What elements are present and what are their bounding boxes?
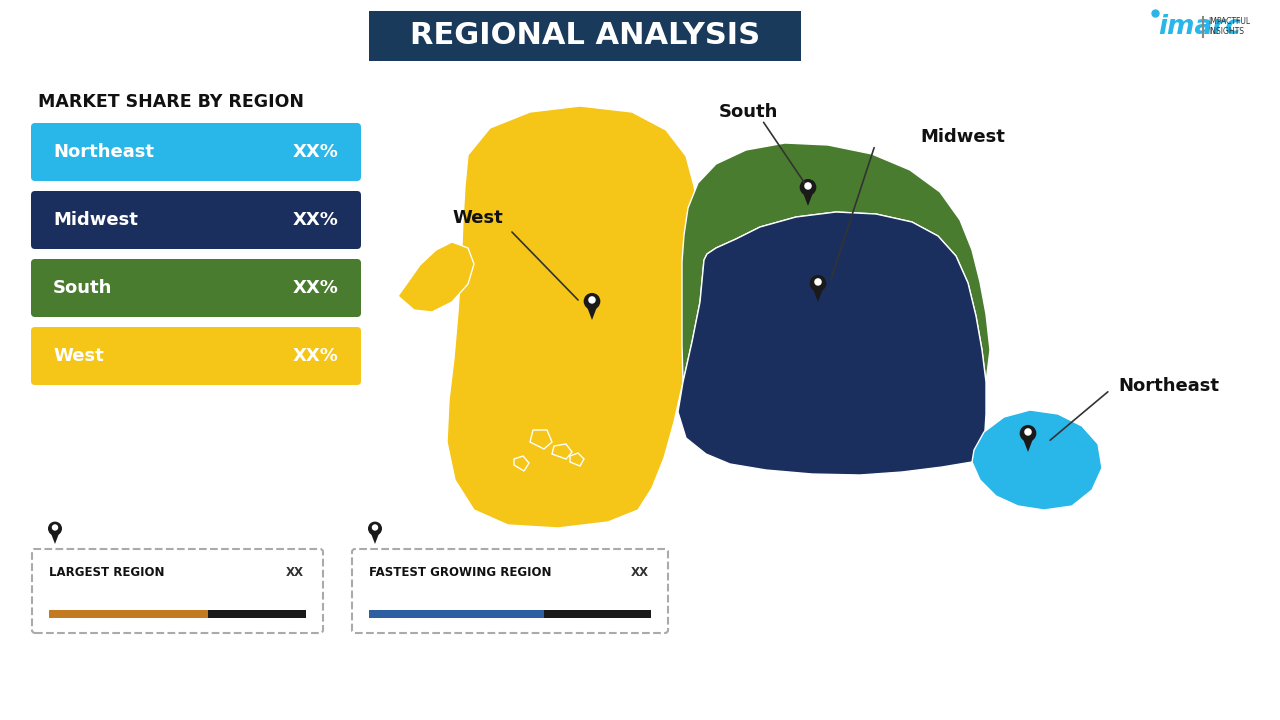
Circle shape [800, 180, 815, 195]
FancyBboxPatch shape [31, 259, 361, 317]
Text: INSIGHTS: INSIGHTS [1208, 27, 1244, 35]
Text: West: West [453, 209, 503, 227]
Text: LARGEST REGION: LARGEST REGION [49, 565, 165, 578]
Polygon shape [530, 430, 552, 449]
Text: IMPACTFUL: IMPACTFUL [1208, 17, 1251, 27]
Text: Northeast: Northeast [52, 143, 154, 161]
Polygon shape [801, 189, 814, 206]
Text: XX: XX [285, 565, 305, 578]
Text: XX: XX [631, 565, 649, 578]
Polygon shape [447, 106, 704, 528]
Text: South: South [52, 279, 113, 297]
Text: XX%: XX% [293, 143, 339, 161]
FancyBboxPatch shape [32, 549, 323, 633]
Text: Northeast: Northeast [1117, 377, 1219, 395]
Circle shape [805, 183, 812, 189]
Polygon shape [812, 285, 824, 302]
Text: imarc: imarc [1158, 14, 1240, 40]
Text: South: South [718, 103, 778, 121]
Polygon shape [398, 242, 474, 312]
Text: XX%: XX% [293, 211, 339, 229]
Polygon shape [552, 444, 572, 459]
Circle shape [372, 525, 378, 530]
Text: XX%: XX% [293, 279, 339, 297]
FancyBboxPatch shape [31, 191, 361, 249]
Bar [369, 610, 652, 618]
Text: MARKET SHARE BY REGION: MARKET SHARE BY REGION [38, 93, 305, 111]
Circle shape [52, 525, 58, 530]
FancyBboxPatch shape [352, 549, 668, 633]
Polygon shape [678, 212, 986, 475]
Text: REGIONAL ANALYSIS: REGIONAL ANALYSIS [410, 22, 760, 50]
Polygon shape [585, 303, 599, 320]
Polygon shape [515, 456, 529, 471]
Circle shape [589, 297, 595, 303]
Text: FASTEST GROWING REGION: FASTEST GROWING REGION [369, 565, 552, 578]
Bar [49, 610, 306, 618]
Text: Midwest: Midwest [920, 128, 1005, 146]
Polygon shape [1021, 435, 1034, 452]
Circle shape [585, 294, 599, 309]
Circle shape [810, 276, 826, 291]
Circle shape [369, 522, 381, 535]
Polygon shape [50, 530, 60, 544]
Bar [369, 610, 544, 618]
FancyBboxPatch shape [31, 327, 361, 385]
Bar [49, 610, 209, 618]
Text: Midwest: Midwest [52, 211, 138, 229]
Polygon shape [370, 530, 380, 544]
Circle shape [1025, 429, 1032, 435]
Circle shape [49, 522, 61, 535]
FancyBboxPatch shape [31, 123, 361, 181]
Text: XX%: XX% [293, 347, 339, 365]
Polygon shape [972, 410, 1102, 510]
Polygon shape [682, 143, 989, 382]
Polygon shape [570, 453, 584, 466]
Circle shape [815, 279, 820, 285]
FancyBboxPatch shape [369, 11, 801, 61]
Text: West: West [52, 347, 104, 365]
Circle shape [1020, 426, 1036, 441]
